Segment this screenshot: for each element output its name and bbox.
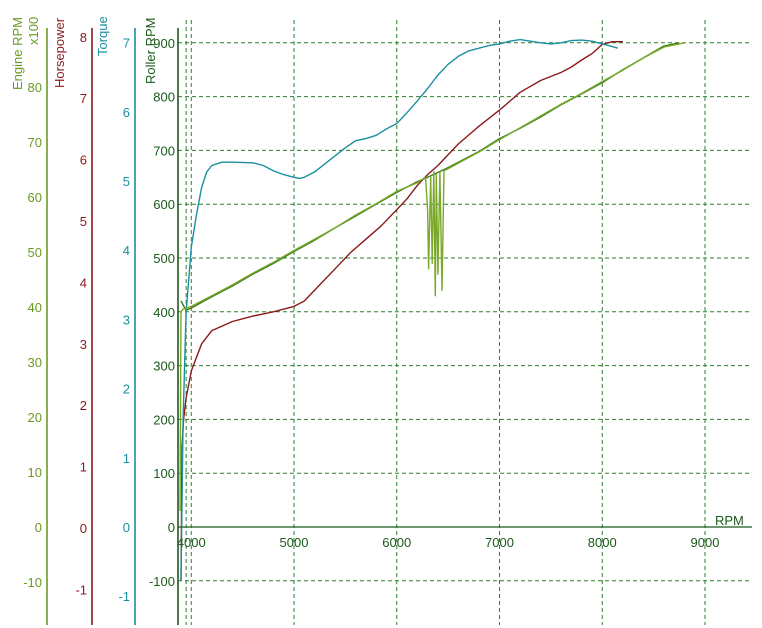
horsepower-tick-label: 6 [80,153,87,168]
roller-rpm-tick-label: 500 [153,251,175,266]
engine-rpm-tick-label: 50 [28,245,42,260]
engine-rpm-tick-label: 10 [28,465,42,480]
chart-grid [178,20,752,625]
horsepower-tick-label: 7 [80,91,87,106]
roller-series-line [180,42,680,311]
engine-rpm-tick-label: 40 [28,300,42,315]
roller-rpm-tick-label: 700 [153,143,175,158]
rpm-tick-label: 9000 [691,535,720,550]
roller-rpm-tick-label: 400 [153,305,175,320]
chart-series [179,38,685,581]
engine-rpm-tick-label: 0 [35,520,42,535]
roller-rpm-tick-label: -100 [149,574,175,589]
torque-tick-label: 2 [123,382,130,397]
horsepower-tick-label: 3 [80,337,87,352]
torque-series-line [180,38,618,581]
torque-tick-label: 0 [123,520,130,535]
engine-series-line [179,42,685,511]
rpm-tick-label: 5000 [280,535,309,550]
rpm-tick-label: 7000 [485,535,514,550]
engine-rpm-tick-label: 80 [28,80,42,95]
rpm-axis-title: RPM [715,513,744,528]
engine-rpm-tick-label: 20 [28,410,42,425]
roller-rpm-tick-label: 800 [153,90,175,105]
engine-rpm-axis-title: Engine RPM [10,17,25,90]
horsepower-tick-label: 5 [80,214,87,229]
roller-rpm-tick-label: 900 [153,36,175,51]
rpm-tick-label: 4000 [177,535,206,550]
roller-rpm-tick-label: 300 [153,359,175,374]
roller-rpm-tick-label: 0 [168,520,175,535]
roller-rpm-axis-title: Roller RPM [143,18,158,84]
torque-tick-label: 3 [123,312,130,327]
engine-rpm-tick-label: 70 [28,135,42,150]
rpm-tick-label: 6000 [382,535,411,550]
horsepower-tick-label: 0 [80,521,87,536]
torque-tick-label: -1 [118,589,130,604]
chart-axes: -1001020304050607080-1012345678-10123456… [23,28,752,625]
engine-rpm-tick-label: 60 [28,190,42,205]
horsepower-tick-label: 4 [80,275,87,290]
torque-tick-label: 6 [123,105,130,120]
horsepower-axis-title: Horsepower [52,17,67,88]
torque-axis-title: Torque [95,16,110,56]
engine-rpm-unit-label: x100 [26,17,41,45]
horsepower-tick-label: 8 [80,30,87,45]
horsepower-tick-label: 1 [80,460,87,475]
torque-tick-label: 5 [123,174,130,189]
roller-rpm-tick-label: 200 [153,412,175,427]
roller-rpm-tick-label: 100 [153,466,175,481]
engine-rpm-tick-label: -10 [23,575,42,590]
torque-tick-label: 7 [123,36,130,51]
horsepower-series-line [180,41,623,581]
torque-tick-label: 1 [123,451,130,466]
engine-rpm-tick-label: 30 [28,355,42,370]
rpm-tick-label: 8000 [588,535,617,550]
horsepower-tick-label: 2 [80,398,87,413]
torque-tick-label: 4 [123,243,130,258]
roller-rpm-tick-label: 600 [153,197,175,212]
horsepower-tick-label: -1 [75,582,87,597]
